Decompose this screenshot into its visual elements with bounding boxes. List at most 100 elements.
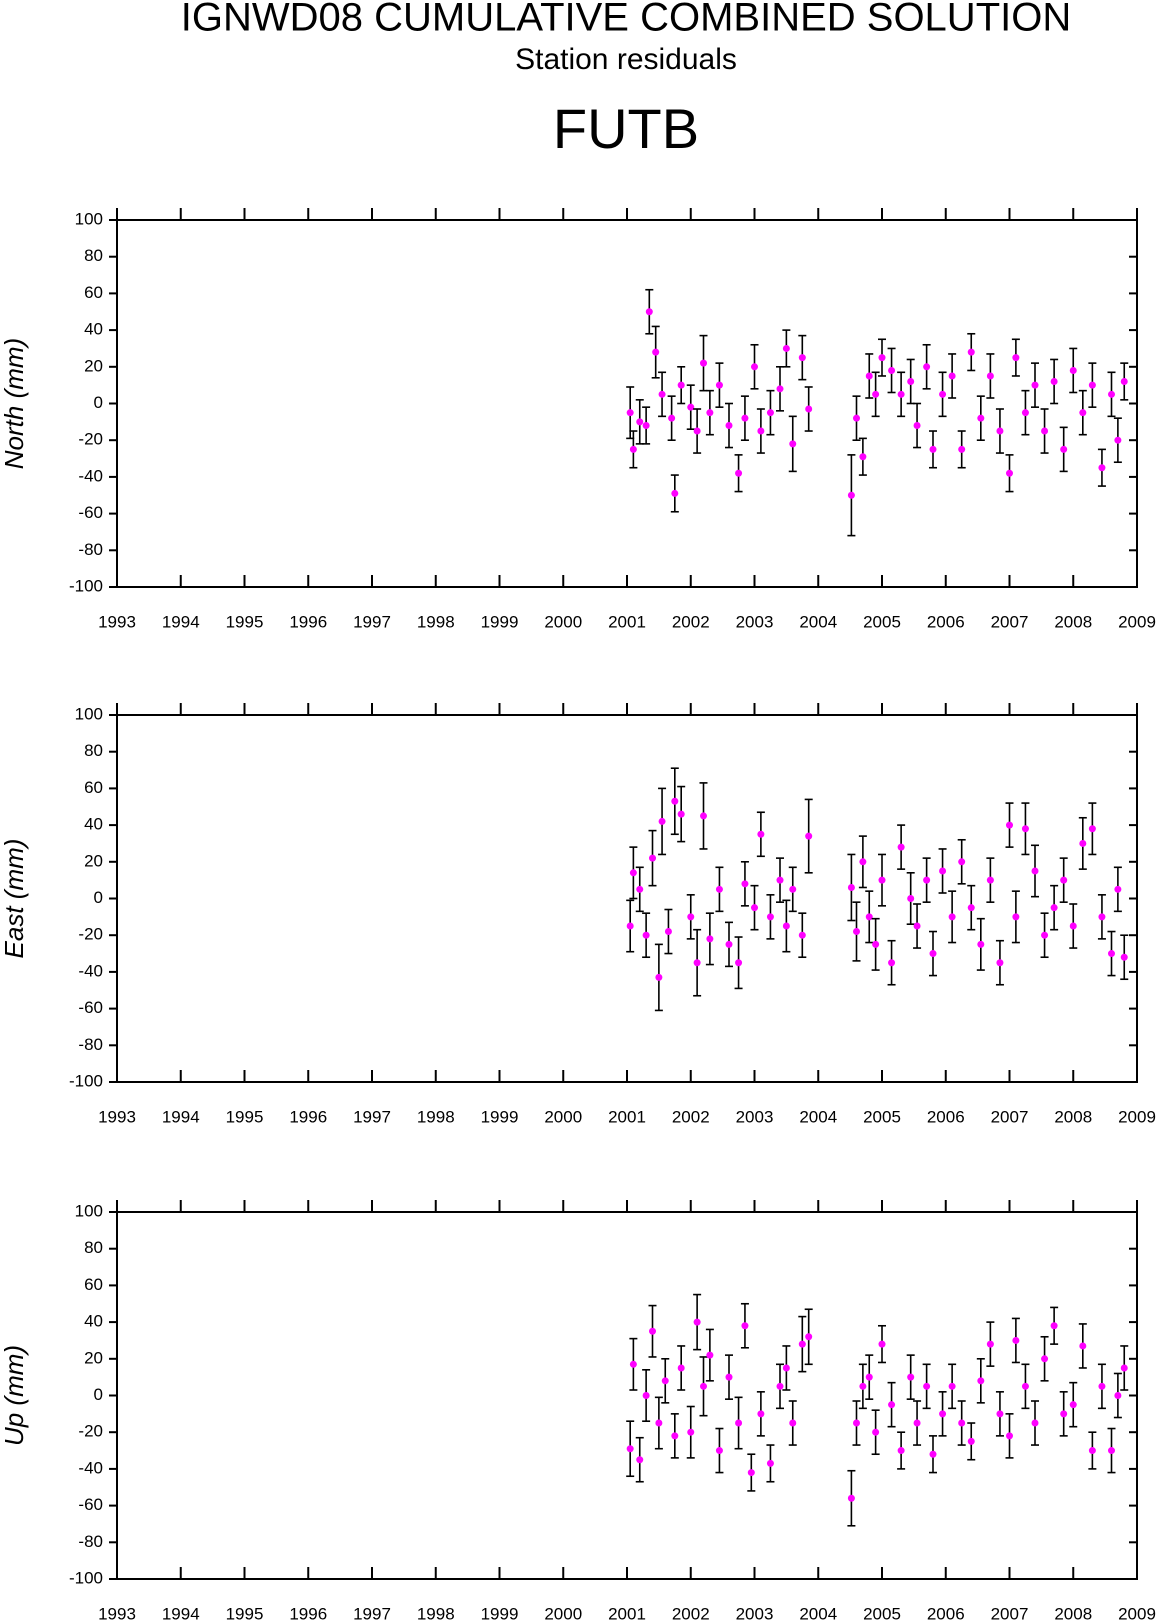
point [853,928,860,936]
point [766,913,774,921]
point [805,1333,813,1341]
point [782,922,790,930]
y-tick-label: -80 [78,540,103,559]
point [693,427,701,435]
point [1098,1382,1106,1390]
point [1006,821,1013,829]
x-tick-label: 1994 [162,1604,200,1621]
point [1088,381,1096,389]
point [923,876,931,884]
point [687,913,695,921]
point [1088,1447,1096,1455]
point [1060,445,1068,453]
point [782,1364,790,1372]
x-tick-label: 1995 [226,1604,264,1621]
point [715,885,723,893]
point [776,1382,784,1390]
point [776,385,784,393]
point [757,427,765,435]
point [888,1401,896,1409]
x-tick-label: 2006 [927,612,965,631]
point [693,959,701,967]
x-tick-label: 2000 [544,1107,582,1126]
point [939,1410,947,1418]
point [1069,922,1077,930]
x-tick-label: 1993 [98,1604,136,1621]
y-tick-label: 60 [84,778,103,797]
y-tick-label: -20 [78,925,103,944]
point [1031,867,1039,875]
y-tick-label: -20 [78,430,103,449]
y-tick-label: -100 [69,576,103,595]
point [913,922,921,930]
point [853,1419,860,1427]
x-tick-label: 2006 [927,1604,965,1621]
point [677,381,685,389]
x-tick-label: 1996 [289,1604,327,1621]
point [652,348,660,356]
point [1069,366,1077,374]
x-tick-label: 1998 [417,1107,455,1126]
point [878,354,886,362]
point [897,1447,905,1455]
subtitle: Station residuals [515,43,737,76]
point [1108,390,1115,398]
point [798,1340,806,1348]
point [677,810,685,818]
x-tick-label: 2005 [863,1604,901,1621]
y-tick-label: 80 [84,246,103,265]
point [847,883,855,891]
y-tick-label: -80 [78,1035,103,1054]
y-tick-label: 40 [84,1312,103,1331]
point [798,354,806,362]
point [747,1469,755,1477]
title: IGNWD08 CUMULATIVE COMBINED SOLUTION [181,0,1071,40]
point [735,959,743,967]
y-tick-label: 100 [75,704,103,723]
point [878,876,886,884]
y-tick-label: -40 [78,961,103,980]
station-name: FUTB [553,97,699,160]
point [645,308,653,316]
x-tick-label: 1995 [226,612,264,631]
x-tick-label: 1993 [98,612,136,631]
point [878,1340,886,1348]
point [1041,427,1049,435]
point [751,904,758,912]
point [929,445,937,453]
point [1050,904,1058,912]
point [668,414,676,422]
y-tick-label: -80 [78,1532,103,1551]
point [1012,913,1020,921]
point [700,812,707,820]
x-tick-label: 2003 [736,1107,774,1126]
point [1021,1382,1029,1390]
point [1079,409,1087,417]
x-tick-label: 2005 [863,612,901,631]
x-tick-label: 2007 [991,612,1029,631]
point [907,377,915,385]
x-tick-label: 1999 [481,1604,519,1621]
point [977,414,985,422]
point [798,931,806,939]
point [706,1351,714,1359]
point [629,869,637,877]
point [626,922,634,930]
point [1031,1419,1039,1427]
point [958,445,966,453]
point [687,1428,695,1436]
x-tick-label: 1993 [98,1107,136,1126]
point [888,959,896,967]
x-tick-label: 2008 [1054,1107,1092,1126]
plot-frame [116,714,1138,1083]
point [805,832,813,840]
point [658,390,666,398]
point [766,1459,774,1467]
point [948,913,956,921]
point [655,973,663,981]
x-tick-label: 2006 [927,1107,965,1126]
point [958,858,966,866]
point [1012,354,1020,362]
point [1079,839,1087,847]
y-axis-label: North (mm) [0,338,29,469]
